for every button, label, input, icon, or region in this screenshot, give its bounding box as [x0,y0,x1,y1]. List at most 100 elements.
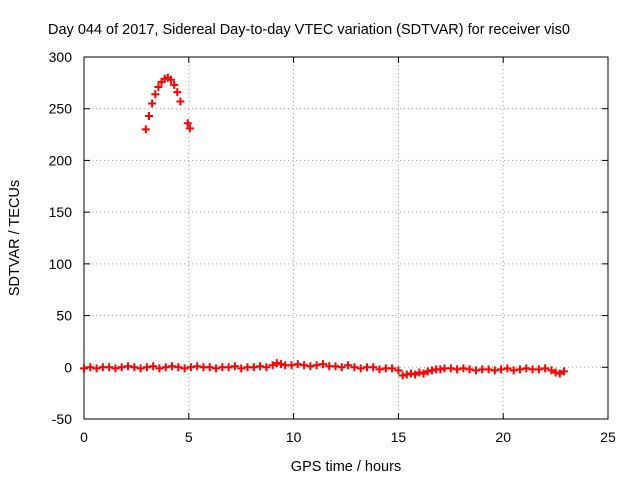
data-points [80,73,568,380]
data-point [427,366,436,375]
data-point [497,365,506,374]
data-point [559,367,568,376]
data-point [534,365,543,374]
axis-ticks: 0 5 10 15 20 25 -50 0 50 100 150 200 250 300 [49,49,616,445]
y-axis-label: SDTVAR / TECUs [7,180,23,296]
data-point [547,366,556,375]
data-point [185,124,194,133]
y-tick-label: 100 [49,256,73,272]
data-point [262,363,271,372]
data-point [154,82,163,91]
data-point [415,368,424,377]
data-point [318,360,327,369]
data-point [144,111,153,120]
data-point [268,361,277,370]
data-point [406,369,415,378]
data-point [515,365,524,374]
chart-title: Day 044 of 2017, Sidereal Day-to-day VTE… [48,22,570,38]
data-point [423,367,432,376]
data-point [136,364,145,373]
data-point [471,366,480,375]
data-point [166,75,175,84]
plot-frame [83,56,609,420]
data-point [92,364,101,373]
data-point [111,364,120,373]
data-point [170,80,179,89]
data-point [277,360,286,369]
data-point [142,363,151,372]
data-point [555,369,564,378]
data-point [105,363,114,372]
data-point [287,361,296,370]
data-point [306,362,315,371]
x-tick-label: 5 [185,429,193,445]
data-point [388,364,397,373]
data-point [193,362,202,371]
data-point [398,371,407,380]
y-tick-label: 50 [56,308,72,324]
data-point [522,364,531,373]
y-tick-label: 150 [49,204,73,220]
x-tick-label: 0 [80,429,88,445]
data-point [541,364,550,373]
data-point [176,97,185,106]
data-point [503,364,512,373]
data-point [124,362,133,371]
data-point [331,362,340,371]
data-point [350,363,359,372]
data-point [344,361,353,370]
data-point [249,363,258,372]
data-point [411,370,420,379]
data-point [356,364,365,373]
data-point [173,88,182,97]
data-point [183,119,192,128]
data-point [224,363,233,372]
data-point [174,363,183,372]
data-point [155,364,164,373]
data-point [453,365,462,374]
y-tick-label: 300 [49,49,73,65]
x-tick-label: 25 [600,429,616,445]
data-point [256,362,265,371]
grid [84,57,608,419]
data-point [117,363,126,372]
data-point [237,364,246,373]
data-point [509,366,518,375]
data-point [375,365,384,374]
data-point [80,364,88,373]
data-point [293,360,302,369]
data-point [148,99,157,108]
data-point [459,364,468,373]
data-point [86,363,95,372]
y-tick-label: 0 [64,359,72,375]
data-point [402,370,411,379]
data-point [551,368,560,377]
data-point [312,361,321,370]
y-tick-label: 200 [49,152,73,168]
data-point [161,363,170,372]
x-axis-label: GPS time / hours [291,459,401,475]
data-point [419,369,428,378]
data-point [230,362,239,371]
data-point [490,366,499,375]
data-point [205,363,214,372]
data-point [168,362,177,371]
data-point [272,359,281,368]
data-point [369,363,378,372]
data-point [151,90,160,99]
data-point [394,366,403,375]
data-point [436,365,445,374]
x-tick-label: 20 [495,429,511,445]
data-point [212,364,221,373]
data-point [130,363,139,372]
x-tick-label: 15 [391,429,407,445]
data-point [465,365,474,374]
data-point [446,364,455,373]
data-point [484,365,493,374]
data-point [337,363,346,372]
y-tick-label: 250 [49,101,73,117]
data-point [180,364,189,373]
x-tick-label: 10 [286,429,302,445]
y-tick-label: -50 [52,411,72,427]
